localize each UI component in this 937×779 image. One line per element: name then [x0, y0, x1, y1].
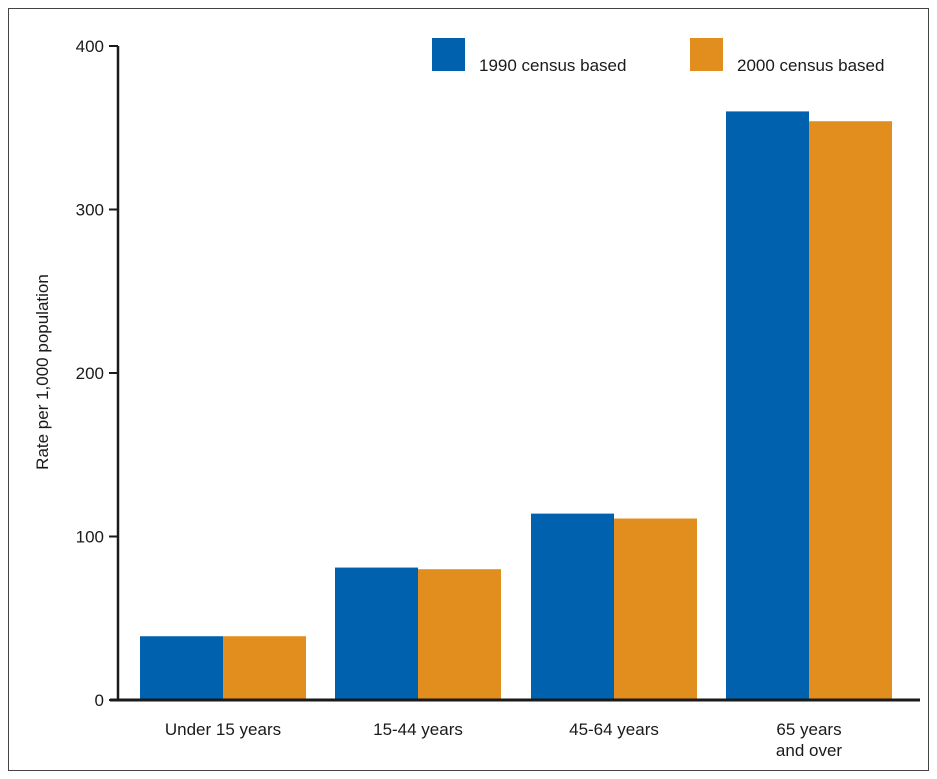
bar-1-1 [140, 636, 223, 700]
x-tick-label-3: 45-64 years [569, 720, 659, 739]
y-tick-label-400: 400 [76, 37, 104, 56]
legend-label-2: 2000 census based [737, 56, 884, 75]
x-tick-label-4: 65 years and over [776, 720, 842, 760]
x-tick-label-1: Under 15 years [165, 720, 281, 739]
legend: 1990 census based 2000 census based [432, 38, 884, 75]
bar-2-3 [614, 518, 697, 700]
axes-layer: 0 100 200 300 400 Under 15 years 15-44 years 45… [76, 37, 920, 760]
x-tick-label-2: 15-44 years [373, 720, 463, 739]
bar-2-1 [223, 636, 306, 700]
x-tick-label-4-line-2: and over [776, 741, 842, 760]
y-axis-label: Rate per 1,000 population [33, 274, 52, 470]
bar-2-2 [418, 569, 501, 700]
x-tick-label-2-line-1: 15-44 years [373, 720, 463, 739]
bar-2-4 [809, 121, 892, 700]
legend-swatch-2 [690, 38, 723, 71]
bars-layer [140, 111, 892, 700]
x-tick-label-3-line-1: 45-64 years [569, 720, 659, 739]
x-tick-label-4-line-1: 65 years [776, 720, 841, 739]
legend-swatch-1 [432, 38, 465, 71]
y-tick-label-100: 100 [76, 528, 104, 547]
bar-1-2 [335, 567, 418, 700]
y-tick-label-300: 300 [76, 201, 104, 220]
bar-1-3 [531, 513, 614, 700]
bar-1-4 [726, 111, 809, 700]
legend-label-1: 1990 census based [479, 56, 626, 75]
y-tick-label-0: 0 [95, 691, 104, 710]
x-tick-label-1-line-1: Under 15 years [165, 720, 281, 739]
y-tick-label-200: 200 [76, 364, 104, 383]
